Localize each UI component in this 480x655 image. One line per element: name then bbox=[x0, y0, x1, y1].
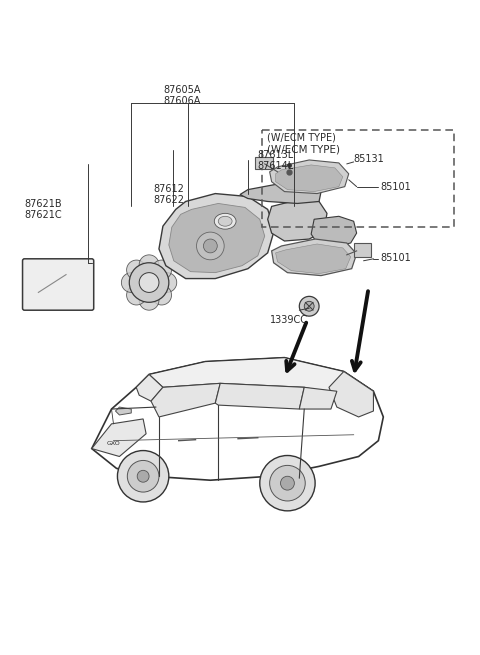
Text: 85101: 85101 bbox=[380, 181, 411, 192]
FancyBboxPatch shape bbox=[23, 259, 94, 310]
Circle shape bbox=[270, 466, 305, 501]
Polygon shape bbox=[276, 244, 351, 274]
Circle shape bbox=[196, 232, 224, 260]
Circle shape bbox=[129, 263, 169, 303]
Polygon shape bbox=[329, 371, 373, 417]
Text: 85101: 85101 bbox=[380, 253, 411, 263]
Text: 85131: 85131 bbox=[354, 154, 384, 164]
Circle shape bbox=[139, 272, 159, 292]
Bar bbox=[354, 243, 372, 257]
Text: 87614L: 87614L bbox=[258, 161, 294, 171]
Text: 87612: 87612 bbox=[153, 183, 184, 194]
Polygon shape bbox=[272, 239, 357, 276]
Circle shape bbox=[137, 470, 149, 482]
Bar bbox=[255, 157, 273, 169]
Text: 1339CC: 1339CC bbox=[270, 315, 308, 325]
Polygon shape bbox=[116, 407, 131, 415]
Circle shape bbox=[157, 272, 177, 292]
Polygon shape bbox=[151, 383, 220, 417]
Circle shape bbox=[304, 301, 314, 311]
Circle shape bbox=[118, 451, 169, 502]
Polygon shape bbox=[240, 183, 321, 204]
Circle shape bbox=[152, 285, 171, 305]
Text: 87606A: 87606A bbox=[163, 96, 200, 105]
Circle shape bbox=[127, 285, 146, 305]
Ellipse shape bbox=[214, 214, 236, 229]
Text: 87621B: 87621B bbox=[24, 200, 62, 210]
Polygon shape bbox=[268, 200, 327, 241]
Circle shape bbox=[127, 460, 159, 492]
Polygon shape bbox=[270, 160, 349, 194]
Circle shape bbox=[139, 290, 159, 310]
Polygon shape bbox=[92, 419, 146, 457]
Circle shape bbox=[204, 239, 217, 253]
Polygon shape bbox=[300, 387, 337, 409]
Polygon shape bbox=[159, 194, 275, 278]
Polygon shape bbox=[311, 216, 357, 247]
Text: (W/ECM TYPE): (W/ECM TYPE) bbox=[267, 132, 336, 142]
Circle shape bbox=[127, 260, 146, 280]
Text: 87613L: 87613L bbox=[258, 150, 294, 160]
Polygon shape bbox=[169, 204, 264, 272]
Text: 87621C: 87621C bbox=[24, 210, 62, 220]
Circle shape bbox=[121, 272, 141, 292]
Polygon shape bbox=[136, 375, 163, 401]
Circle shape bbox=[280, 476, 294, 490]
Text: GXO: GXO bbox=[107, 441, 120, 446]
Text: (W/ECM TYPE): (W/ECM TYPE) bbox=[267, 144, 340, 154]
Polygon shape bbox=[149, 358, 373, 399]
Polygon shape bbox=[216, 383, 304, 409]
Circle shape bbox=[139, 255, 159, 274]
Circle shape bbox=[152, 260, 171, 280]
Circle shape bbox=[260, 455, 315, 511]
Circle shape bbox=[300, 296, 319, 316]
Text: 87605A: 87605A bbox=[163, 85, 201, 95]
Polygon shape bbox=[276, 165, 343, 192]
Text: 87622: 87622 bbox=[153, 195, 184, 204]
Ellipse shape bbox=[218, 216, 232, 226]
